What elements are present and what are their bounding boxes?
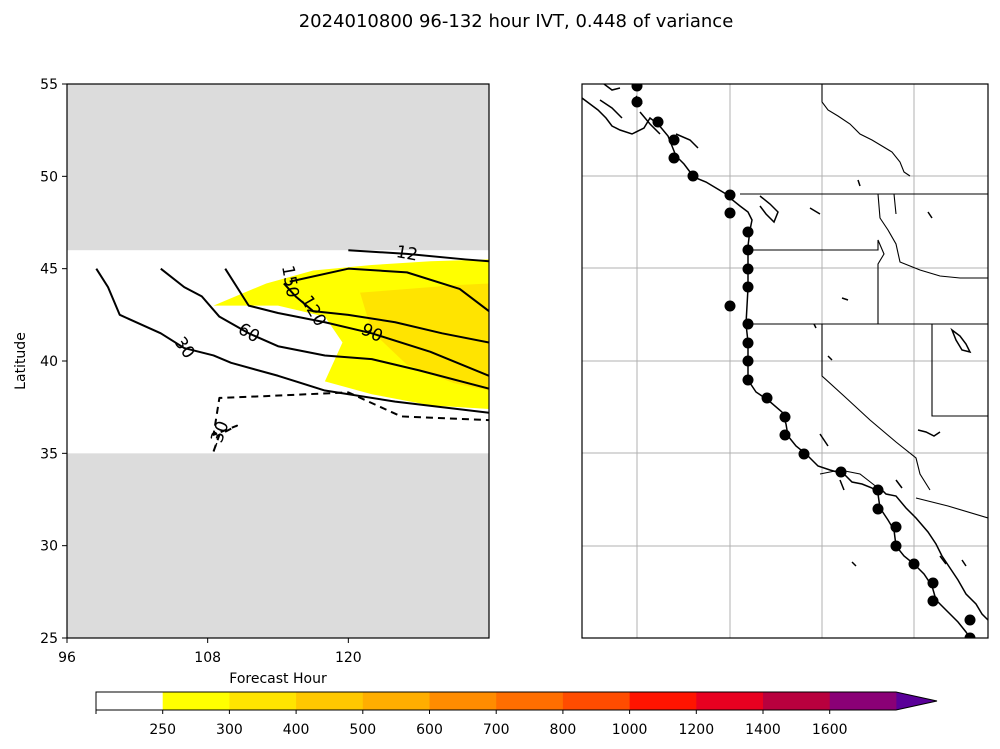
colorbar-outline: [95, 691, 938, 711]
colorbar-swatches: [96, 692, 937, 710]
station-marker: [687, 170, 699, 182]
station-marker: [668, 134, 680, 146]
coastline: [582, 84, 988, 638]
y-tick-label-35: 35: [40, 446, 58, 462]
station-marker: [779, 429, 791, 441]
station-marker: [742, 337, 754, 349]
filled-region-300-400: [360, 283, 489, 391]
map-gridlines: [582, 84, 988, 638]
colorbar-tick-label-800: 800: [550, 722, 577, 738]
colorbar-tick-label-1000: 1000: [612, 722, 648, 738]
station-marker: [835, 466, 847, 478]
station-marker: [927, 577, 939, 589]
contour-line-150: [289, 267, 489, 312]
y-tick-label-25: 25: [40, 631, 58, 647]
colorbar-tick-label-1400: 1400: [745, 722, 781, 738]
x-tick-label-108: 108: [194, 650, 221, 666]
y-tick-label-40: 40: [40, 354, 58, 370]
colorbar-tick-label-1600: 1600: [812, 722, 848, 738]
station-marker: [724, 300, 736, 312]
y-axis-label: Latitude: [13, 332, 29, 390]
colorbar-tick-label-400: 400: [283, 722, 310, 738]
y-tick-label-50: 50: [40, 169, 58, 185]
colorbar-ticks: 250 300 400 500 600 700 800 1000 1200 1400 1600: [95, 710, 848, 738]
station-marker: [742, 244, 754, 256]
station-marker: [890, 521, 902, 533]
station-marker: [964, 614, 976, 626]
colorbar-swatch: [562, 692, 631, 710]
station-marker: [798, 448, 810, 460]
contour-line-12: [348, 249, 489, 263]
masked-region-layer: [67, 84, 489, 638]
colorbar-tick-label-300: 300: [216, 722, 243, 738]
y-tick-label-45: 45: [40, 262, 58, 278]
station-marker: [890, 540, 902, 552]
colorbar-swatch: [696, 692, 764, 710]
colorbar-tick-label-1200: 1200: [678, 722, 714, 738]
contour-lines: [95, 249, 489, 452]
colorbar-swatch: [162, 692, 230, 710]
station-marker: [872, 484, 884, 496]
station-marker: [724, 207, 736, 219]
station-markers: [631, 84, 976, 638]
contour-line-60: [160, 267, 489, 390]
colorbar-swatch: [763, 692, 831, 710]
colorbar-swatch: [362, 692, 430, 710]
y-axis-ticks: 25 30 35 40 45 50 55: [40, 77, 67, 647]
colorbar-tick-label-500: 500: [349, 722, 376, 738]
colorbar: 250 300 400 500 600 700 800 1000 1200 1400 1600: [95, 691, 938, 738]
station-marker: [724, 189, 736, 201]
station-marker: [631, 84, 643, 92]
station-marker: [761, 392, 773, 404]
x-axis-label: Forecast Hour: [229, 671, 327, 687]
station-marker: [742, 226, 754, 238]
map-panel: [581, 83, 989, 639]
colorbar-swatch: [96, 692, 164, 710]
station-marker: [742, 355, 754, 367]
station-marker: [652, 116, 664, 128]
masked-band-0: [67, 84, 489, 251]
colorbar-tick-label-250: 250: [149, 722, 176, 738]
contour-line-120: [283, 282, 489, 344]
colorbar-swatch: [429, 692, 497, 710]
station-marker: [779, 411, 791, 423]
x-axis-ticks: 96 108 120: [58, 638, 362, 666]
colorbar-swatch: [296, 692, 364, 710]
station-marker: [927, 595, 939, 607]
station-marker: [742, 263, 754, 275]
colorbar-tick-label-600: 600: [416, 722, 443, 738]
station-marker: [964, 632, 976, 638]
colorbar-swatch: [496, 692, 564, 710]
y-tick-label-55: 55: [40, 77, 58, 93]
station-marker: [668, 152, 680, 164]
colorbar-swatch: [896, 692, 937, 710]
station-marker: [742, 374, 754, 386]
colorbar-tick-label-700: 700: [483, 722, 510, 738]
station-marker: [908, 558, 920, 570]
station-marker: [872, 503, 884, 515]
masked-band-1: [67, 453, 489, 638]
figure-title: 2024010800 96-132 hour IVT, 0.448 of var…: [299, 11, 734, 32]
colorbar-swatch: [829, 692, 897, 710]
station-marker: [631, 96, 643, 108]
station-marker: [742, 281, 754, 293]
contour-line-90: [224, 268, 489, 377]
x-tick-label-120: 120: [335, 650, 362, 666]
contour-line--30: [212, 391, 489, 452]
contour-line-30: [95, 268, 489, 414]
contour-label-12: 12: [395, 242, 420, 265]
borders: [740, 84, 988, 519]
y-tick-label-30: 30: [40, 539, 58, 555]
map-frame: [581, 83, 989, 639]
colorbar-swatch: [629, 692, 697, 710]
x-tick-label-96: 96: [58, 650, 76, 666]
station-marker: [742, 318, 754, 330]
colorbar-swatch: [229, 692, 297, 710]
